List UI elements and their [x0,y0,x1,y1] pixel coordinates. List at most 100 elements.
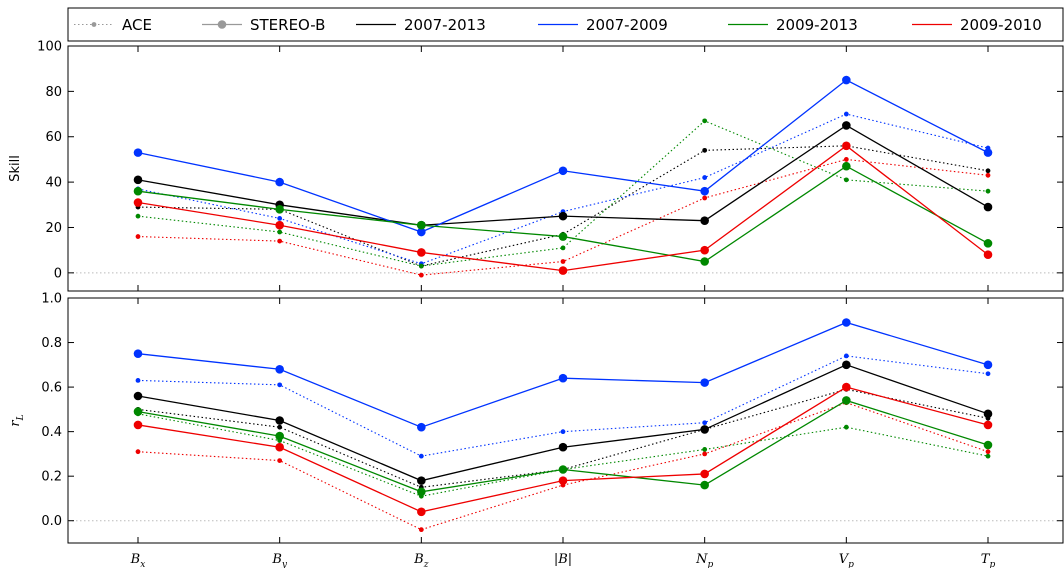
series-stereo-b-2007-2009-point-6 [983,360,993,370]
legend-label: 2009-2013 [776,16,858,34]
series-stereo-b-2009-2013-point-6 [983,440,993,450]
legend-label: 2009-2010 [960,16,1042,34]
series-ace-2007-2009-point-0 [135,378,141,383]
series-stereo-b-2009-2013-point-0 [133,186,143,196]
series-stereo-b-2007-2013-point-0 [133,175,143,185]
series-stereo-b-2007-2009-point-1 [275,177,284,187]
series-ace-2009-2013-point-5 [843,424,849,430]
series-stereo-b-2007-2009 [133,318,993,432]
y-tick-label: 20 [45,221,62,236]
series-ace-2009-2013-point-4 [702,447,708,452]
series-ace-2009-2013-point-3 [560,245,566,251]
series-stereo-b-2009-2010-point-4 [700,469,709,479]
series-ace-2007-2009-point-1 [277,216,283,221]
x-tick-label-5: Vp [839,552,854,568]
series-stereo-b-2007-2013 [133,360,993,485]
series-stereo-b-2007-2009-point-5 [842,75,851,85]
series-stereo-b-2009-2013-point-3 [558,232,568,241]
series-ace-2007-2009-point-4 [702,420,708,426]
series-ace-2007-2009-point-5 [843,111,849,117]
series-stereo-b-2009-2010 [133,382,993,517]
series-stereo-b-2007-2013-point-1 [275,416,284,425]
series-stereo-b-2009-2013-point-0 [133,407,143,416]
series-ace-2009-2013 [135,118,991,269]
x-tick-label-3: |B| [554,552,572,567]
series-stereo-b-2007-2009-point-4 [700,378,709,387]
legend-entry-3: 2007-2009 [538,16,668,34]
series-ace-2009-2010-point-4 [702,451,708,457]
series-stereo-b-2009-2010-point-6 [983,420,993,430]
series-stereo-b-2009-2010-point-4 [700,245,709,255]
series-stereo-b-2009-2010-point-5 [842,141,851,151]
series-ace-2007-2009-line [137,355,989,457]
series-stereo-b-2007-2009-point-2 [417,227,426,237]
y-tick-label: 0.8 [41,336,62,351]
y-axis-label: rL [8,414,26,426]
series-ace-2007-2013-point-4 [702,147,708,153]
legend: ACE STEREO-B 2007-2013 2007-2009 2009-2013 20… [67,7,1064,42]
series-stereo-b-2007-2013-point-5 [842,360,851,370]
series-stereo-b-2007-2009-point-0 [133,148,143,157]
y-axis-label: Skill [8,155,23,182]
legend-label: ACE [122,16,152,34]
series-ace-2009-2013-point-6 [985,453,991,459]
y-tick-label: 0.4 [41,425,62,440]
series-ace-2009-2010-point-0 [135,234,141,239]
series-ace-2007-2009-point-4 [702,175,708,180]
series-stereo-b-2009-2013-point-5 [842,161,851,171]
panel-1: 0 20 40 60 80 100 Skill [8,40,1064,292]
series-stereo-b-2009-2010-point-3 [558,266,568,275]
series-stereo-b-2007-2009-point-2 [417,422,426,432]
series-ace-2007-2009-line [137,113,989,265]
y-tick-label: 40 [45,176,62,191]
legend-swatch-marker [217,20,227,29]
plot-frame [67,45,1064,292]
series-ace-2007-2009 [135,353,991,459]
series-stereo-b-2007-2013-point-6 [983,409,993,419]
x-tick-label-2: Bz [413,552,429,568]
y-tick-label: 0.2 [41,470,62,485]
series-stereo-b-2009-2010-point-6 [983,250,993,260]
series-stereo-b-2009-2013-point-1 [275,431,284,441]
series-ace-2009-2010-point-6 [985,449,991,455]
series-stereo-b-2009-2010-point-0 [133,420,143,430]
series-ace-2009-2013-point-5 [843,177,849,183]
series-stereo-b-2007-2013-point-4 [700,216,709,225]
series-stereo-b-2009-2013-point-1 [275,205,284,214]
series-ace-2009-2013-point-4 [702,118,708,124]
series-ace-2007-2009-point-6 [985,371,991,377]
legend-label: STEREO-B [250,16,325,34]
series-ace-2007-2013-point-1 [277,424,283,430]
series-ace-2009-2010-point-0 [135,449,141,455]
x-tick-label-1: By [271,552,288,568]
series-ace-2009-2013-point-0 [135,213,141,219]
series-stereo-b-2007-2013-point-6 [983,202,993,212]
series-stereo-b-2007-2013-point-3 [558,442,568,452]
series-stereo-b-2007-2013-point-0 [133,391,143,401]
y-tick-label: 1.0 [41,292,62,307]
series-ace-2007-2009-point-5 [843,353,849,359]
series-stereo-b-2009-2013 [133,396,993,497]
legend-label: 2007-2013 [404,16,486,34]
series-ace-2009-2010-point-3 [560,259,566,264]
y-tick-label: 100 [37,40,62,55]
y-tick-label: 0.0 [41,514,62,529]
series-stereo-b-2009-2013-point-2 [417,487,426,497]
series-ace-2009-2013-point-1 [277,229,283,235]
series-ace-2009-2010-point-2 [418,272,424,278]
panel-2: 0.0 0.2 0.4 0.6 0.8 1.0 rL [8,292,1064,544]
series-stereo-b-2007-2009-point-1 [275,364,284,374]
series-stereo-b-2009-2013-point-4 [700,480,709,490]
series-stereo-b-2009-2010-point-2 [417,248,426,257]
y-tick-label: 0.6 [41,381,62,396]
series-ace-2009-2010-point-4 [702,195,708,201]
x-tick-label-0: Bx [130,552,146,568]
legend-swatch-marker [91,22,97,27]
x-tick-label-6: Tp [981,552,996,568]
legend-entry-1: STEREO-B [202,16,325,34]
plot-frame [67,297,1064,544]
y-tick-label: 60 [45,130,62,145]
series-stereo-b-2009-2013-point-4 [700,257,709,266]
series-stereo-b-2009-2013 [133,161,993,266]
